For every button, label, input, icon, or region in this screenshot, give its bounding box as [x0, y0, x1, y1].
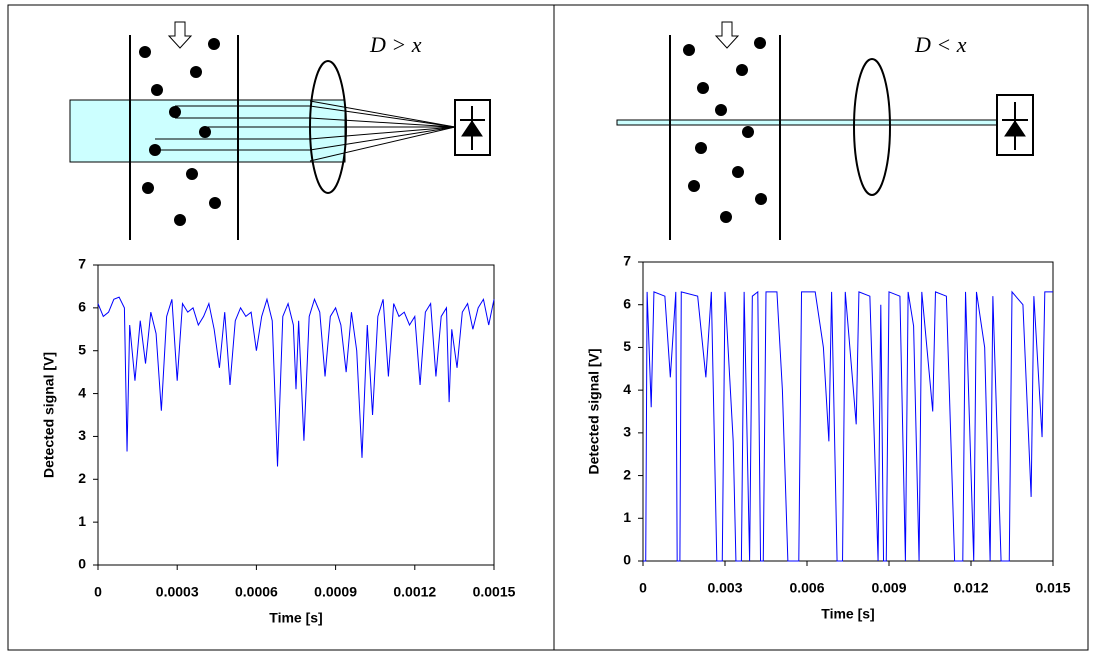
y-tick-label: 7 [78, 256, 86, 272]
diagram-label: D > x [369, 32, 422, 57]
y-tick-label: 1 [623, 509, 631, 525]
y-tick-label: 3 [623, 424, 631, 440]
x-tick-label: 0.006 [789, 580, 824, 596]
frame [7, 4, 1089, 651]
x-tick-label: 0.0015 [473, 584, 516, 600]
diagram-left [69, 21, 491, 240]
y-tick-label: 6 [78, 299, 86, 315]
y-tick-label: 2 [623, 466, 631, 482]
data-line [97, 296, 495, 467]
y-axis-label: Detected signal [V] [586, 348, 602, 474]
y-tick-label: 1 [78, 513, 86, 529]
x-tick-label: 0.003 [707, 580, 742, 596]
x-axis-label: Time [s] [821, 606, 874, 622]
x-tick-label: 0.0012 [393, 584, 436, 600]
y-tick-label: 0 [78, 556, 86, 572]
x-tick-label: 0.0006 [235, 584, 278, 600]
x-tick-label: 0.012 [953, 580, 988, 596]
y-tick-label: 2 [78, 470, 86, 486]
x-tick-label: 0.0003 [156, 584, 199, 600]
data-line [643, 290, 1053, 562]
y-axis-label: Detected signal [V] [41, 352, 57, 478]
diagram-label: D < x [914, 32, 967, 57]
x-tick-label: 0.015 [1035, 580, 1070, 596]
diagram-right [616, 21, 1034, 240]
y-tick-label: 5 [623, 338, 631, 354]
x-tick-label: 0.009 [871, 580, 906, 596]
y-tick-label: 0 [623, 552, 631, 568]
y-tick-label: 4 [78, 384, 86, 400]
y-tick-label: 3 [78, 427, 86, 443]
x-tick-label: 0 [639, 580, 647, 596]
y-tick-label: 7 [623, 253, 631, 269]
plot-area [97, 264, 495, 566]
x-tick-label: 0 [94, 584, 102, 600]
x-axis-label: Time [s] [269, 610, 322, 626]
y-tick-label: 5 [78, 341, 86, 357]
x-tick-label: 0.0009 [314, 584, 357, 600]
y-tick-label: 4 [623, 381, 631, 397]
y-tick-label: 6 [623, 295, 631, 311]
